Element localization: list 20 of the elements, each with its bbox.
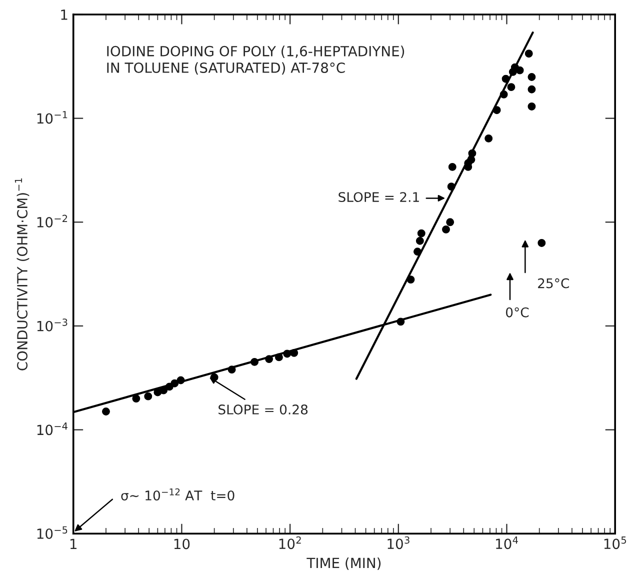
x-tick-label: 10 <box>174 538 190 550</box>
y-tick-label: 1 <box>61 10 68 20</box>
y-tick-label: 10$^{−3}$ <box>37 318 68 332</box>
x-tick-label: 10$^{3}$ <box>388 536 410 550</box>
x-tick-label: 10$^{2}$ <box>279 536 301 550</box>
annotation: SLOPE = 2.1 <box>338 192 419 202</box>
x-tick-label: 1 <box>70 538 76 550</box>
y-tick-label: 10$^{−2}$ <box>37 214 68 228</box>
x-axis-title: TIME (MIN) <box>306 557 381 570</box>
x-tick-label: 10$^{5}$ <box>604 536 626 550</box>
annotation: SLOPE = 0.28 <box>218 404 308 414</box>
text: IODINE DOPING OF POLY (1,6-HEPTADIYNE) IN TOLUENE (SATURATED) AT-78°C <box>107 46 404 75</box>
annotation: 0°C <box>506 307 529 318</box>
y-axis-title: CONDUCTIVITY (OHM·CM)$^{−1}$ <box>14 178 30 370</box>
annotation: 25°C <box>538 278 569 288</box>
y-tick-label: 10$^{−5}$ <box>37 526 68 539</box>
annotation: σ~ 10$^{−12}$ AT t=0 <box>121 488 234 500</box>
y-tick-label: 10$^{−4}$ <box>37 422 68 436</box>
y-tick-label: 10$^{−1}$ <box>37 111 68 124</box>
x-tick-label: 10$^{4}$ <box>496 536 518 550</box>
